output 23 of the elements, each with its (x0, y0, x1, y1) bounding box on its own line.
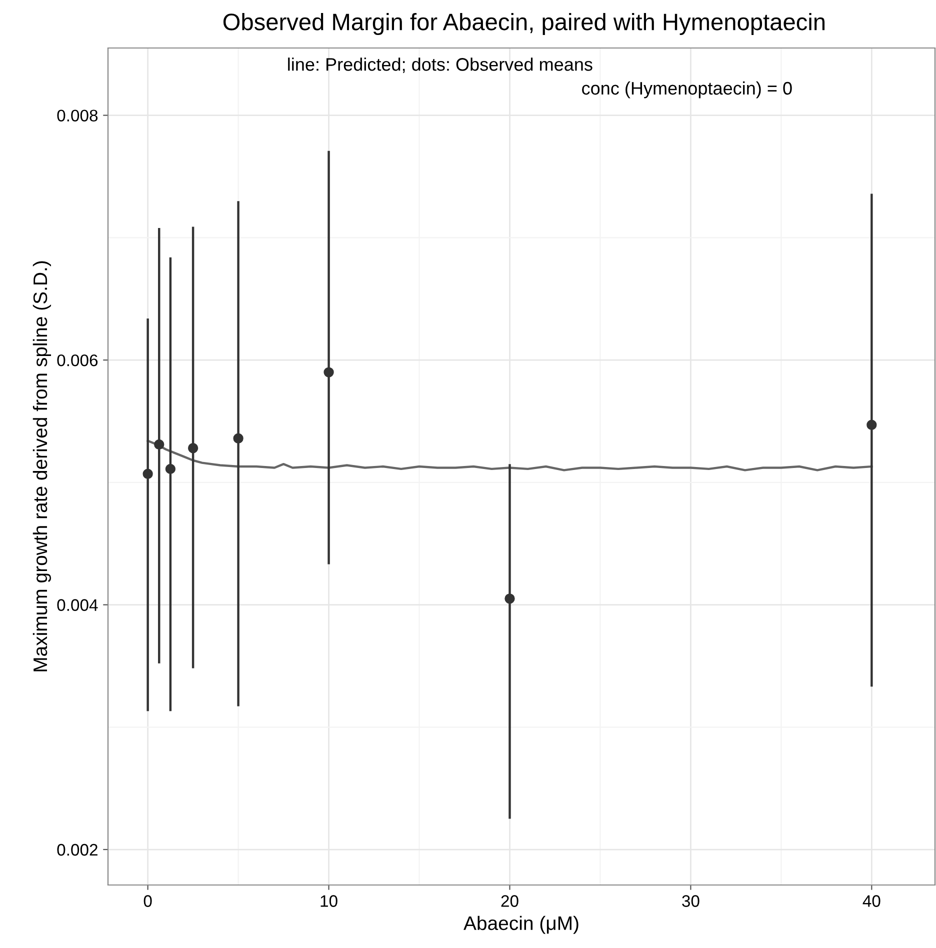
x-tick-label: 40 (862, 895, 880, 907)
x-axis-title: Abaecin (μM) (464, 916, 578, 934)
chart-subtitle: line: Predicted; dots: Observed means (288, 58, 592, 73)
y-tick-label: 0.006 (57, 354, 98, 366)
x-tick-label: 30 (682, 895, 700, 907)
point (188, 443, 198, 454)
y-axis-title: Maximum growth rate derived from spline (S.D.) (32, 261, 52, 672)
y-tick-label: 0.004 (57, 599, 98, 611)
x-tick-label: 0 (144, 895, 152, 907)
point (866, 420, 877, 430)
point (165, 464, 176, 474)
point (142, 468, 153, 479)
point (154, 439, 164, 450)
line-series (146, 440, 873, 472)
point (504, 594, 515, 604)
annotation: conc (Hymenoptaecin) = 0 (582, 81, 792, 98)
x-tick-label: 10 (320, 895, 338, 907)
y-tick-label: 0.002 (57, 844, 98, 856)
x-tick-label: 20 (501, 895, 518, 907)
y-tick-label: 0.008 (57, 110, 98, 122)
chart-title: Observed Margin for Abaecin, paired with Hymenoptaecin (223, 12, 825, 36)
point (324, 367, 334, 378)
point (233, 433, 244, 444)
